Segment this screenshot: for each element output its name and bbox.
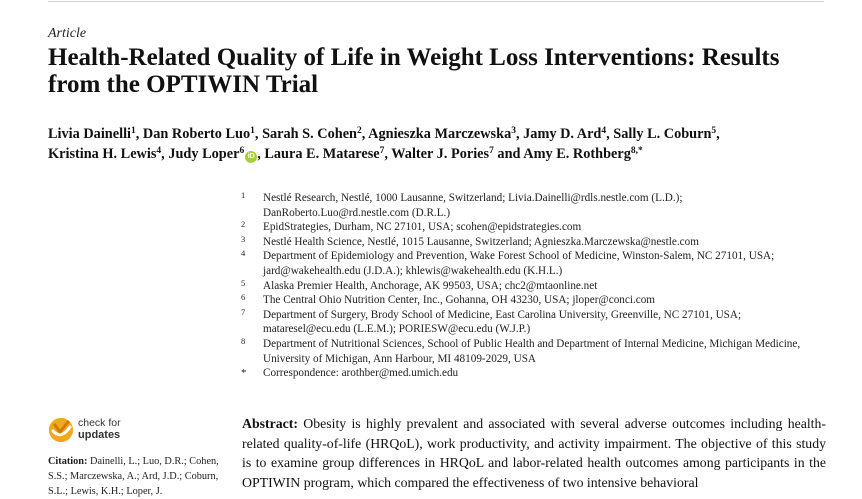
author-name: Dan Roberto Luo [142,126,251,142]
author-name: Sally L. Coburn [613,126,712,142]
affiliation-item: 5 Alaska Premier Health, Anchorage, AK 99… [240,277,830,294]
affiliation-text: Department of Nutritional Sciences, Scho… [263,337,801,365]
author-affiliation-marker: 1 [131,126,136,136]
author-affiliation-marker: 8,* [630,146,643,156]
paper-title: Health-Related Quality of Life in Weight… [48,44,780,98]
affiliation-item: 2 EpidStrategies, Durham, NC 27101, USA; … [240,219,830,235]
affiliation-number: 1 [241,190,246,200]
author-affiliation-marker: 4 [156,146,162,156]
author-separator: , [257,146,265,162]
author-name: Amy E. Rothberg [523,146,631,162]
affiliation-item: 1 Nestlé Research, Nestlé, 1000 Lausanne,… [240,190,830,220]
affiliation-number: 7 [241,306,246,317]
author-name: Jamy D. Ard [523,126,602,142]
author-affiliation-marker: 6 [239,146,245,156]
affiliation-number: 5 [241,277,246,288]
author-separator: , [135,126,143,142]
author-affiliation-marker: 7 [379,146,385,156]
affiliation-number: 8 [241,335,246,346]
author-affiliation-marker: 4 [601,126,607,136]
abstract: Abstract: Obesity is highly prevalent an… [242,414,826,492]
author-name: Agnieszka Marczewska [368,126,512,142]
author-affiliation-marker: 1 [250,126,255,136]
check-for-updates-icon [49,418,73,442]
affiliation-item: 4 Department of Epidemiology and Preventi… [240,248,830,278]
affiliation-number: * [241,367,247,380]
author-name: Judy Loper [168,146,240,162]
affiliation-text: Department of Surgery, Brody School of M… [263,308,742,336]
affiliation-text: Nestlé Research, Nestlé, 1000 Lausanne, … [263,192,683,219]
article-type: Article [48,26,87,41]
author-affiliation-marker: 7 [489,146,494,156]
updates-label: updates [78,429,121,441]
affiliation-number: 6 [241,292,246,303]
orcid-icon[interactable]: iD [245,151,258,163]
author-name: Kristina H. Lewis [48,146,157,162]
affiliation-text: Department of Epidemiology and Preventio… [263,250,775,277]
author-name: Livia Dainelli [48,126,132,142]
header-rule [48,1,824,2]
affiliation-text: Alaska Premier Health, Anchorage, AK 995… [263,279,598,292]
affiliation-item: 7 Department of Surgery, Brody School of … [240,306,830,337]
abstract-label: Abstract: [242,416,298,431]
affiliation-item: 6 The Central Ohio Nutrition Center, Inc.… [240,292,830,308]
affiliation-text: Correspondence: arothber@med.umich.edu [263,367,459,380]
abstract-text: Obesity is highly prevalent and associat… [242,416,826,490]
affiliation-number: 4 [241,248,246,259]
author-separator: , [361,126,369,142]
author-name: Walter J. Pories [391,146,490,162]
citation-label: Citation: [48,456,88,467]
affiliation-number: 2 [241,219,246,230]
check-for-updates-badge[interactable]: check for updates [48,417,158,445]
author-name: Sarah S. Cohen [262,126,358,142]
affiliation-number: 3 [241,233,246,244]
affiliation-item: * Correspondence: arothber@med.umich.edu [240,366,830,381]
affiliation-item: 8 Department of Nutritional Sciences, Sch… [240,335,830,366]
author-separator: , [254,126,263,142]
citation-text: Dainelli, L.; Luo, D.R.; Cohen, S.S.; Ma… [48,456,219,497]
affiliation-text: The Central Ohio Nutrition Center, Inc.,… [263,294,656,307]
author-separator: , [515,126,524,142]
affiliation-item: 3 Nestlé Health Science, Nestlé, 1015 Lau… [240,233,830,250]
author-separator: , [161,146,169,162]
author-affiliation-marker: 3 [511,126,516,136]
author-separator: , [384,146,392,162]
affiliation-list: 1 Nestlé Research, Nestlé, 1000 Lausanne,… [240,190,830,381]
affiliation-text: Nestlé Health Science, Nestlé, 1015 Laus… [263,235,699,248]
check-for-updates-label: check for [78,417,121,429]
author-separator: and [493,146,524,162]
author-affiliation-marker: 2 [357,126,362,136]
citation: Citation: Dainelli, L.; Luo, D.R.; Cohen… [48,454,223,499]
affiliation-text: EpidStrategies, Durham, NC 27101, USA; s… [263,221,582,234]
author-name: Laura E. Matarese [264,146,380,162]
author-separator: , [716,126,720,142]
author-separator: , [606,126,614,142]
author-affiliation-marker: 5 [711,126,717,136]
author-list: Livia Dainelli1, Dan Roberto Luo1, Sarah… [48,124,838,164]
